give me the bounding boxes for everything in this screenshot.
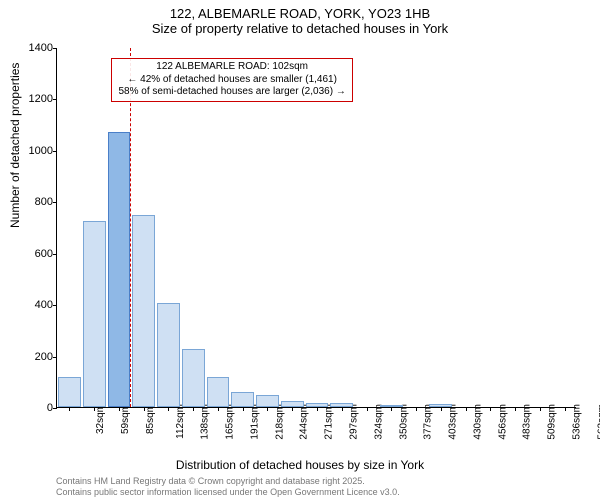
x-tick-label: 483sqm — [522, 404, 533, 440]
annotation-callout: 122 ALBEMARLE ROAD: 102sqm← 42% of detac… — [111, 58, 352, 102]
histogram-bar — [306, 403, 329, 407]
x-tick-label: 271sqm — [324, 404, 335, 440]
y-tick-label: 600 — [17, 248, 53, 260]
x-tick-label: 456sqm — [497, 404, 508, 440]
annotation-line3: 58% of semi-detached houses are larger (… — [118, 86, 345, 99]
histogram-bar — [58, 377, 81, 407]
page-title-line1: 122, ALBEMARLE ROAD, YORK, YO23 1HB — [0, 6, 600, 21]
y-tick-label: 200 — [17, 351, 53, 363]
annotation-line2: ← 42% of detached houses are smaller (1,… — [118, 74, 345, 87]
x-axis-label: Distribution of detached houses by size … — [0, 458, 600, 472]
y-tick-label: 1000 — [17, 145, 53, 157]
footer-credits: Contains HM Land Registry data © Crown c… — [56, 476, 400, 498]
histogram-bar — [330, 403, 353, 407]
x-tick-label: 297sqm — [349, 404, 360, 440]
histogram-bar — [231, 392, 254, 407]
histogram-bar — [83, 221, 106, 407]
y-tick-label: 800 — [17, 196, 53, 208]
footer-line1: Contains HM Land Registry data © Crown c… — [56, 476, 400, 487]
histogram-bar — [157, 303, 180, 407]
property-marker-line — [130, 48, 131, 407]
x-tick-label: 403sqm — [448, 404, 459, 440]
histogram-bar — [380, 405, 403, 407]
y-tick-label: 1400 — [17, 42, 53, 54]
histogram-bar — [207, 377, 230, 407]
x-tick-label: 85sqm — [145, 404, 156, 434]
x-tick-label: 350sqm — [398, 404, 409, 440]
x-tick-label: 165sqm — [225, 404, 236, 440]
histogram-bar — [256, 395, 279, 407]
y-tick-label: 1200 — [17, 93, 53, 105]
histogram-bar — [429, 404, 452, 407]
x-tick-label: 32sqm — [95, 404, 106, 434]
page-title-line2: Size of property relative to detached ho… — [0, 21, 600, 36]
footer-line2: Contains public sector information licen… — [56, 487, 400, 498]
histogram-bar — [182, 349, 205, 407]
y-tick-label: 0 — [17, 402, 53, 414]
histogram-bar — [281, 401, 304, 407]
x-tick-label: 324sqm — [373, 404, 384, 440]
histogram-bar — [132, 215, 155, 407]
x-tick-label: 430sqm — [472, 404, 483, 440]
x-tick-label: 191sqm — [250, 404, 261, 440]
x-tick-label: 218sqm — [274, 404, 285, 440]
annotation-line1: 122 ALBEMARLE ROAD: 102sqm — [118, 61, 345, 74]
y-tick-label: 400 — [17, 299, 53, 311]
x-tick-label: 536sqm — [571, 404, 582, 440]
x-tick-label: 377sqm — [423, 404, 434, 440]
chart-area: 020040060080010001200140032sqm59sqm85sqm… — [56, 48, 576, 408]
plot-region: 020040060080010001200140032sqm59sqm85sqm… — [56, 48, 576, 408]
histogram-bar — [108, 132, 131, 407]
x-tick-label: 509sqm — [547, 404, 558, 440]
x-tick-label: 112sqm — [175, 404, 186, 439]
x-tick-label: 59sqm — [120, 404, 131, 434]
x-tick-label: 244sqm — [299, 404, 310, 440]
x-tick-label: 138sqm — [200, 404, 211, 440]
x-tick-label: 562sqm — [596, 404, 600, 440]
